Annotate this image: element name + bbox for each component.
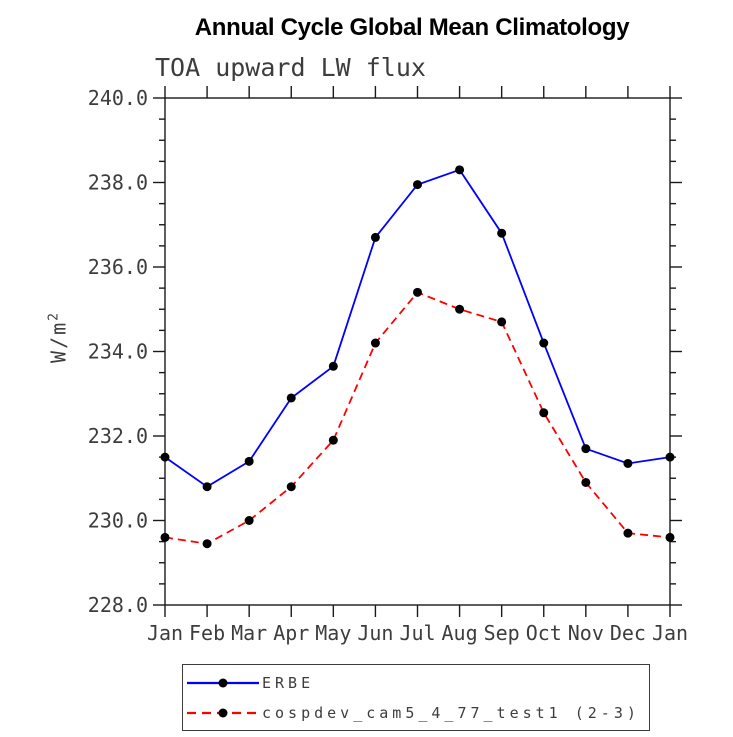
data-point-marker (455, 165, 465, 175)
data-point-marker (539, 338, 549, 348)
data-point-marker (328, 361, 338, 371)
y-tick-label: 234.0 (88, 340, 148, 364)
x-tick-label: Sep (484, 621, 520, 645)
x-tick-label: Oct (526, 621, 562, 645)
data-point-marker (581, 477, 591, 487)
data-point-marker (244, 516, 254, 525)
y-tick-label: 228.0 (88, 593, 148, 617)
plot-frame (164, 97, 671, 606)
x-tick-label: Jan (147, 621, 183, 645)
chart-subtitle: TOA upward LW flux (155, 53, 426, 82)
data-point-marker (202, 482, 212, 492)
chart-title: Annual Cycle Global Mean Climatology (194, 14, 630, 41)
data-point-marker (244, 456, 254, 466)
data-point-marker (455, 304, 465, 314)
x-tick-label: Nov (568, 621, 604, 645)
data-point-marker (160, 452, 170, 462)
data-point-marker (665, 452, 675, 462)
y-tick-label: 236.0 (88, 255, 148, 279)
data-point-marker (623, 458, 633, 468)
legend-label-cospdev: cospdev_cam5_4_77_test1 (2-3) (262, 703, 640, 722)
x-tick-label: Dec (610, 621, 646, 645)
legend-entry-erbe: ERBE (186, 670, 649, 696)
x-tick-label: May (315, 621, 351, 645)
y-tick-label: 240.0 (88, 86, 148, 110)
legend-sample-line-erbe (187, 678, 259, 687)
legend-marker (218, 708, 228, 717)
data-point-marker (160, 532, 170, 542)
x-tick-label: Feb (189, 621, 225, 645)
data-point-marker (497, 317, 507, 327)
legend-sample-line-cospdev (187, 708, 259, 717)
y-tick-label: 230.0 (88, 509, 148, 533)
data-point-marker (413, 180, 422, 190)
series-line-0 (164, 168, 671, 488)
data-point-marker (497, 228, 507, 238)
x-tick-label: Aug (442, 621, 478, 645)
x-tick-label: Jul (399, 621, 435, 645)
data-point-marker (665, 532, 675, 542)
data-point-marker (328, 435, 338, 445)
x-tick-label: Mar (231, 621, 267, 645)
data-point-marker (413, 287, 422, 297)
y-tick-label: 238.0 (88, 171, 148, 195)
x-tick-label: Jan (652, 621, 688, 645)
legend-label-erbe: ERBE (262, 673, 315, 692)
data-point-marker (286, 393, 296, 403)
x-tick-label: Apr (273, 621, 309, 645)
series-line-1 (164, 291, 671, 545)
legend-entry-cospdev: cospdev_cam5_4_77_test1 (2-3) (186, 700, 649, 726)
legend: ERBE cospdev_cam5_4_77_test1 (2-3) (182, 664, 650, 731)
data-point-marker (539, 408, 549, 418)
y-tick-label: 232.0 (88, 424, 148, 448)
data-point-marker (623, 528, 633, 538)
data-point-marker (202, 539, 212, 549)
data-point-marker (370, 338, 380, 348)
data-point-marker (370, 232, 380, 242)
data-point-marker (581, 444, 591, 454)
x-tick-label: Jun (357, 621, 393, 645)
legend-marker (218, 678, 228, 687)
data-point-marker (286, 482, 296, 492)
